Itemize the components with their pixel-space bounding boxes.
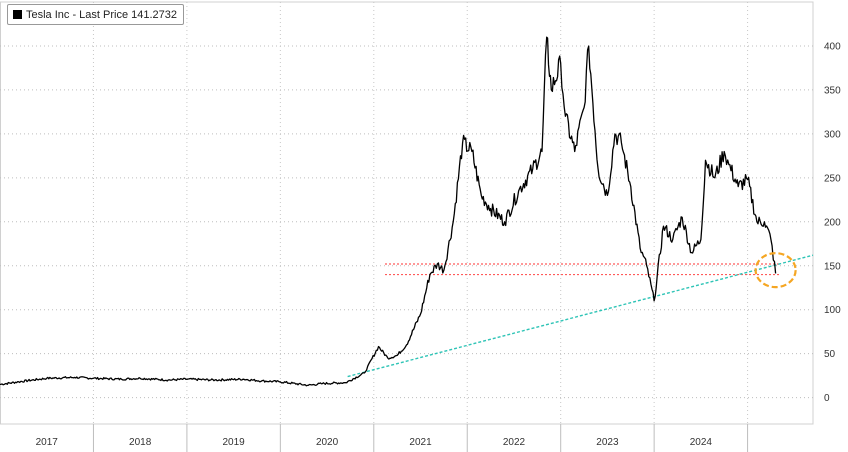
y-tick-label: 150 xyxy=(824,261,841,272)
y-tick-label: 350 xyxy=(824,85,841,96)
x-tick-label: 2021 xyxy=(409,437,432,448)
legend: Tesla Inc - Last Price 141.2732 xyxy=(7,4,185,25)
legend-label: Tesla Inc - Last Price 141.2732 xyxy=(26,8,178,21)
x-tick-label: 2024 xyxy=(690,437,713,448)
x-tick-label: 2022 xyxy=(503,437,526,448)
x-tick-label: 2018 xyxy=(129,437,152,448)
x-tick-label: 2020 xyxy=(316,437,339,448)
plot-frame xyxy=(0,1,814,425)
x-tick-label: 2023 xyxy=(596,437,619,448)
highlight-circle xyxy=(754,252,797,289)
y-tick-label: 200 xyxy=(824,217,841,228)
trend-line xyxy=(347,254,814,378)
y-tick-label: 400 xyxy=(824,41,841,52)
y-tick-label: 250 xyxy=(824,173,841,184)
legend-swatch xyxy=(13,10,22,19)
y-tick-label: 100 xyxy=(824,305,841,316)
price-line xyxy=(0,36,777,387)
y-tick-label: 0 xyxy=(824,393,830,404)
y-tick-label: 50 xyxy=(824,349,836,360)
x-tick-label: 2019 xyxy=(222,437,245,448)
y-tick-label: 300 xyxy=(824,129,841,140)
x-tick-label: 2017 xyxy=(36,437,59,448)
